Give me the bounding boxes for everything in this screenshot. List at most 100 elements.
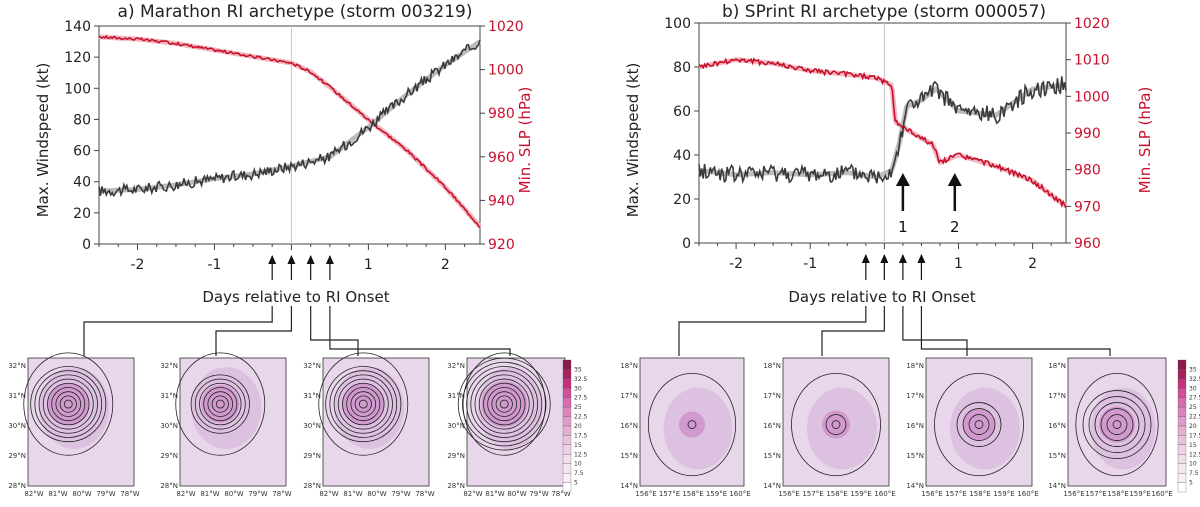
slp-smoothed-line (98, 34, 482, 229)
map-snapshot: 32°N 31°N 30°N 29°N 28°N82°W 81°W 80°W 79°W 78°W (8, 352, 140, 498)
colorbar-cell (562, 454, 572, 464)
colorbar-label: 15 (1189, 442, 1197, 449)
snapshot-arrow-head (880, 254, 889, 263)
lat-label: 31°N (303, 392, 321, 400)
colorbar-label: 32.5 (574, 376, 588, 383)
precip-shading (39, 367, 110, 450)
lon-label: 79°W (391, 490, 410, 498)
lon-label: 157°E (945, 490, 966, 498)
y2-tick-label: 1020 (488, 19, 524, 35)
y-tick-label: 0 (682, 236, 691, 252)
panel-a-y-axis-label: Max. Windspeed (kt) (34, 63, 52, 218)
lon-label: 156°E (1063, 490, 1084, 498)
colorbar-label: 25 (1189, 404, 1197, 411)
lon-label: 157°E (1085, 490, 1106, 498)
colorbar-cell (1177, 425, 1187, 436)
lat-label: 17°N (1048, 392, 1066, 400)
slp-contour (687, 420, 697, 429)
panel-b-y-axis-label: Max. Windspeed (kt) (624, 63, 642, 218)
colorbar-cell (562, 406, 572, 417)
slp-contour (1075, 372, 1159, 477)
colorbar: 35 32.5 30 27.5 25 22.5 20 17.5 15 12.5 10 7.5 5 (562, 359, 588, 493)
slp-contour (462, 352, 546, 456)
lon-label: 158°E (1107, 490, 1128, 498)
slp-contour (495, 395, 513, 413)
slp-contour (466, 366, 543, 443)
slp-contour (1112, 420, 1122, 429)
colorbar-label: 35 (574, 366, 582, 373)
precip-shading (191, 367, 262, 450)
panel-a-marathon: a) Marathon RI archetype (storm 003219) … (8, 2, 587, 498)
y-tick-label: 20 (73, 206, 91, 222)
slp-contour (329, 370, 398, 438)
colorbar-label: 35 (1189, 366, 1197, 373)
lon-label: 159°E (706, 490, 727, 498)
slp-contour (487, 387, 522, 422)
lon-label: 81°W (485, 490, 504, 498)
y-tick-label: 80 (673, 60, 691, 76)
slp-contour (1100, 408, 1134, 441)
x-tick-label: -2 (729, 256, 743, 272)
slp-contour (483, 382, 526, 426)
colorbar-label: 17.5 (574, 432, 588, 439)
lon-label: 81°W (48, 490, 67, 498)
slp-contour (934, 372, 1024, 477)
lon-label: 81°W (200, 490, 219, 498)
slp-contour (962, 408, 996, 441)
y2-tick-label: 960 (488, 150, 515, 166)
x-tick-label: 2 (1028, 256, 1037, 272)
y-tick-label: 40 (673, 148, 691, 164)
lon-label: 79°W (248, 490, 267, 498)
lon-label: 79°W (96, 490, 115, 498)
slp-contour (457, 357, 551, 451)
precip-core (201, 385, 240, 424)
colorbar-cell (562, 472, 572, 483)
y-tick-label: 0 (82, 237, 91, 253)
colorbar-label: 22.5 (574, 414, 588, 421)
colorbar-cell (562, 444, 572, 455)
precip-core (963, 408, 995, 441)
lat-label: 16°N (1048, 422, 1066, 430)
y2-tick-label: 980 (488, 106, 515, 122)
lon-label: 157°E (802, 490, 823, 498)
colorbar-label: 12.5 (574, 451, 588, 458)
slp-contour (491, 391, 518, 417)
y-tick-label: 40 (73, 175, 91, 191)
precip-core (1099, 406, 1135, 443)
slp-contour (175, 352, 266, 456)
lon-label: 160°E (1017, 490, 1038, 498)
lon-label: 82°W (176, 490, 195, 498)
slp-contour (34, 370, 103, 438)
snapshot-connector (83, 306, 273, 356)
lon-label: 78°W (415, 490, 434, 498)
y-tick-label: 60 (73, 144, 91, 160)
slp-contour (350, 391, 377, 417)
slp-contour (51, 387, 86, 422)
slp-contour (30, 366, 107, 443)
x-tick-label: -1 (207, 257, 221, 273)
precip-shading (807, 387, 877, 470)
panel-b-title: b) SPrint RI archetype (storm 000057) (722, 2, 1046, 22)
lat-label: 31°N (160, 392, 178, 400)
colorbar-cell (562, 359, 572, 370)
lat-label: 28°N (8, 482, 26, 490)
lat-label: 30°N (303, 422, 321, 430)
lon-label: 81°W (343, 490, 362, 498)
colorbar-label: 7.5 (574, 470, 584, 477)
lat-label: 15°N (763, 452, 781, 460)
map-snapshot: 32°N 31°N 30°N 29°N 28°N82°W 81°W 80°W 79°W 78°W (160, 352, 292, 498)
lat-label: 15°N (1048, 452, 1066, 460)
plot-frame (98, 25, 481, 245)
lat-label: 29°N (8, 452, 26, 460)
lon-label: 158°E (682, 490, 703, 498)
lat-label: 15°N (620, 452, 638, 460)
x-tick-label: 1 (364, 257, 373, 273)
colorbar-cell (562, 482, 572, 493)
colorbar-cell (1177, 454, 1187, 464)
snapshot-arrow-head (325, 255, 334, 264)
slp-contour (358, 399, 368, 409)
lat-label: 32°N (447, 362, 465, 370)
windspeed-series-line (698, 76, 1067, 185)
lat-label: 28°N (303, 482, 321, 490)
